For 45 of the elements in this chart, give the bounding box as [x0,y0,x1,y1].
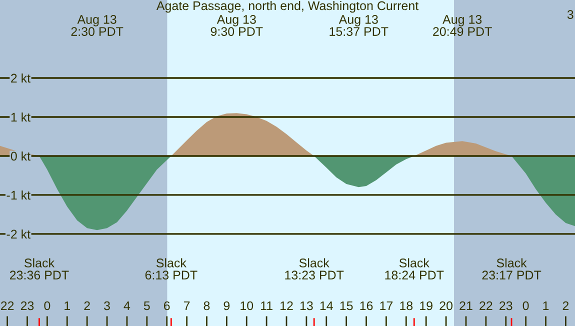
x-tick-label: 17 [380,301,393,310]
x-tick-label: 2 [84,301,90,310]
annotation: Slack 23:17 PDT [482,258,542,280]
x-tick-label: 4 [124,301,130,310]
x-tick-label: 7 [184,301,190,310]
y-tick-label: 0 kt [10,151,30,161]
annotation: Aug 13 9:30 PDT [210,15,263,36]
x-tick-label: 23 [20,301,34,310]
x-tick-label: 15 [340,301,353,310]
y-tick-label: 1 kt [11,112,30,122]
x-tick-label: 0 [44,301,50,310]
x-tick-label: 13 [300,301,313,310]
x-tick-label: 1 [543,301,549,310]
x-tick-label: 8 [204,301,210,310]
x-tick-label: 1 [64,301,70,310]
x-tick-label: 14 [320,301,333,310]
annotation: Slack 6:13 PDT [145,258,198,280]
x-tick-label: 22 [0,301,14,310]
x-tick-label: 21 [460,301,472,310]
x-tick-label: 11 [261,301,272,310]
annotation: Slack 23:36 PDT [10,258,69,280]
x-tick-label: 5 [144,301,150,310]
annotation: Slack 13:23 PDT [285,258,344,280]
annotation: Aug 13 15:37 PDT [330,15,388,36]
x-tick-label: 9 [224,301,230,310]
x-tick-label: 20 [440,301,453,310]
x-tick-label: 19 [420,301,432,310]
x-tick-label: 10 [240,301,254,310]
x-tick-label: 0 [522,301,529,310]
x-tick-label: 22 [480,301,492,310]
annotation: Aug 13 20:49 PDT [433,15,492,36]
y-tick-label: 2 kt [11,73,30,83]
annotation: Slack 18:24 PDT [385,258,444,280]
x-tick-label: 12 [280,301,293,310]
x-tick-label: 2 [562,301,569,310]
y-tick-label: -1 kt [6,190,30,200]
x-tick-label: 3 [104,301,110,310]
x-tick-label: 23 [500,301,512,310]
y-tick-label: -2 kt [6,229,30,239]
x-tick-label: 16 [360,301,373,310]
annotation: 3 [567,10,574,19]
chart-title: Agate Passage, north end, Washington Current [156,0,419,13]
annotation: Aug 13 2:30 PDT [71,15,124,36]
x-tick-label: 18 [400,301,413,310]
x-tick-label: 6 [164,301,170,310]
